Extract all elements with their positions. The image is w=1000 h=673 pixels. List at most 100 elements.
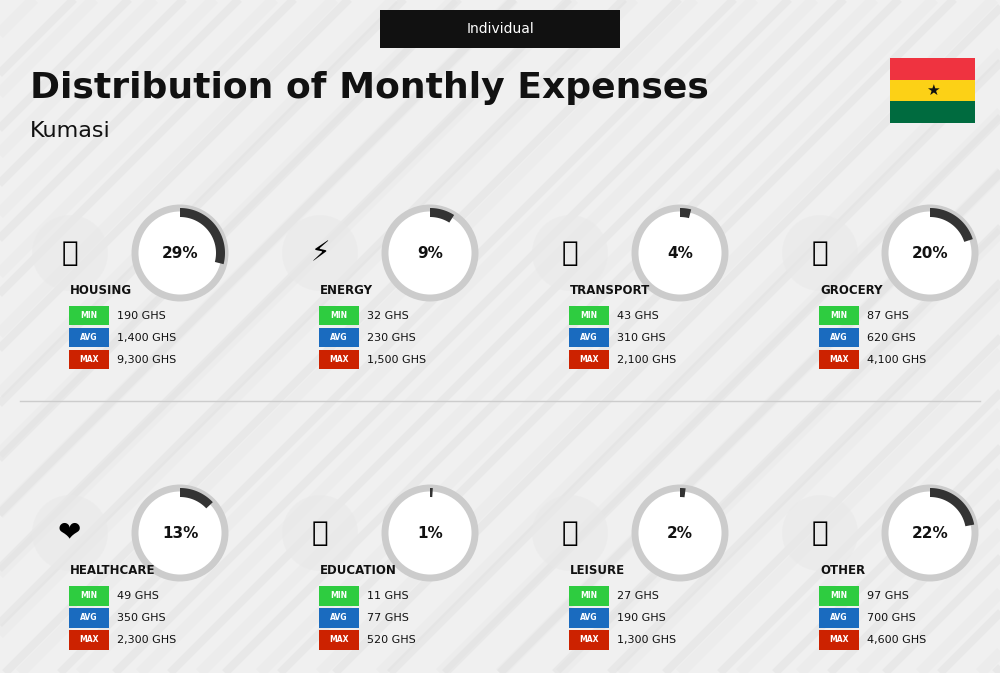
FancyBboxPatch shape <box>319 350 359 369</box>
FancyBboxPatch shape <box>319 608 359 627</box>
Text: Kumasi: Kumasi <box>30 121 111 141</box>
Text: 9%: 9% <box>417 246 443 260</box>
Text: Distribution of Monthly Expenses: Distribution of Monthly Expenses <box>30 71 709 105</box>
Text: AVG: AVG <box>330 334 348 343</box>
Text: TRANSPORT: TRANSPORT <box>570 283 650 297</box>
Circle shape <box>32 495 108 571</box>
Text: MIN: MIN <box>580 312 598 320</box>
Text: MIN: MIN <box>330 592 348 600</box>
FancyBboxPatch shape <box>890 58 975 79</box>
Text: 620 GHS: 620 GHS <box>867 333 916 343</box>
Text: 🛒: 🛒 <box>812 239 828 267</box>
Text: 1,300 GHS: 1,300 GHS <box>617 635 676 645</box>
Text: 520 GHS: 520 GHS <box>367 635 416 645</box>
FancyBboxPatch shape <box>569 306 609 326</box>
Polygon shape <box>680 208 691 218</box>
Text: MAX: MAX <box>829 355 849 365</box>
Text: 🎓: 🎓 <box>312 519 328 547</box>
FancyBboxPatch shape <box>890 102 975 123</box>
Circle shape <box>885 488 975 578</box>
FancyBboxPatch shape <box>69 350 109 369</box>
FancyBboxPatch shape <box>819 306 859 326</box>
FancyBboxPatch shape <box>819 328 859 347</box>
Text: ⚡: ⚡ <box>310 239 330 267</box>
Text: 310 GHS: 310 GHS <box>617 333 666 343</box>
Text: 700 GHS: 700 GHS <box>867 613 916 623</box>
Text: MAX: MAX <box>829 635 849 645</box>
Text: MAX: MAX <box>579 355 599 365</box>
Text: 4,100 GHS: 4,100 GHS <box>867 355 926 365</box>
Text: 4%: 4% <box>667 246 693 260</box>
Text: MIN: MIN <box>80 312 98 320</box>
Text: 2%: 2% <box>667 526 693 540</box>
Text: 29%: 29% <box>162 246 198 260</box>
Text: 11 GHS: 11 GHS <box>367 591 409 601</box>
FancyBboxPatch shape <box>569 350 609 369</box>
Circle shape <box>635 488 725 578</box>
FancyBboxPatch shape <box>69 630 109 649</box>
Text: 32 GHS: 32 GHS <box>367 311 409 321</box>
Text: 🚌: 🚌 <box>562 239 578 267</box>
Text: 22%: 22% <box>912 526 948 540</box>
Polygon shape <box>180 488 213 508</box>
Text: MAX: MAX <box>329 355 349 365</box>
Circle shape <box>885 208 975 298</box>
Polygon shape <box>430 208 454 223</box>
Text: AVG: AVG <box>330 614 348 623</box>
FancyBboxPatch shape <box>69 586 109 606</box>
Text: 43 GHS: 43 GHS <box>617 311 659 321</box>
Text: 49 GHS: 49 GHS <box>117 591 159 601</box>
FancyBboxPatch shape <box>69 306 109 326</box>
Text: MAX: MAX <box>79 635 99 645</box>
Text: AVG: AVG <box>830 614 848 623</box>
Polygon shape <box>680 488 686 497</box>
Circle shape <box>135 488 225 578</box>
Polygon shape <box>930 488 974 526</box>
Text: 2,300 GHS: 2,300 GHS <box>117 635 176 645</box>
Circle shape <box>135 208 225 298</box>
FancyBboxPatch shape <box>819 608 859 627</box>
Circle shape <box>532 215 608 291</box>
Text: MAX: MAX <box>329 635 349 645</box>
FancyBboxPatch shape <box>319 586 359 606</box>
Text: GROCERY: GROCERY <box>820 283 882 297</box>
Text: MIN: MIN <box>580 592 598 600</box>
Text: 9,300 GHS: 9,300 GHS <box>117 355 176 365</box>
Text: MIN: MIN <box>80 592 98 600</box>
Text: 190 GHS: 190 GHS <box>617 613 666 623</box>
Text: AVG: AVG <box>580 334 598 343</box>
Text: 1,400 GHS: 1,400 GHS <box>117 333 176 343</box>
Text: 27 GHS: 27 GHS <box>617 591 659 601</box>
Text: 20%: 20% <box>912 246 948 260</box>
Text: 1,500 GHS: 1,500 GHS <box>367 355 426 365</box>
FancyBboxPatch shape <box>819 586 859 606</box>
FancyBboxPatch shape <box>569 328 609 347</box>
Text: 190 GHS: 190 GHS <box>117 311 166 321</box>
Text: MIN: MIN <box>830 592 848 600</box>
Circle shape <box>532 495 608 571</box>
FancyBboxPatch shape <box>319 630 359 649</box>
Text: 1%: 1% <box>417 526 443 540</box>
FancyBboxPatch shape <box>890 79 975 102</box>
Text: ★: ★ <box>926 83 939 98</box>
Text: MAX: MAX <box>579 635 599 645</box>
Text: 97 GHS: 97 GHS <box>867 591 909 601</box>
FancyBboxPatch shape <box>819 630 859 649</box>
FancyBboxPatch shape <box>569 586 609 606</box>
Text: HEALTHCARE: HEALTHCARE <box>70 563 156 577</box>
Circle shape <box>782 495 858 571</box>
Circle shape <box>385 208 475 298</box>
Text: 🏢: 🏢 <box>62 239 78 267</box>
Text: 230 GHS: 230 GHS <box>367 333 416 343</box>
Text: MIN: MIN <box>830 312 848 320</box>
Text: Individual: Individual <box>466 22 534 36</box>
Polygon shape <box>430 488 433 497</box>
Text: AVG: AVG <box>80 614 98 623</box>
Text: ❤️: ❤️ <box>58 519 82 547</box>
Text: 350 GHS: 350 GHS <box>117 613 166 623</box>
Circle shape <box>782 215 858 291</box>
FancyBboxPatch shape <box>319 328 359 347</box>
Text: AVG: AVG <box>580 614 598 623</box>
Text: 77 GHS: 77 GHS <box>367 613 409 623</box>
Text: MIN: MIN <box>330 312 348 320</box>
